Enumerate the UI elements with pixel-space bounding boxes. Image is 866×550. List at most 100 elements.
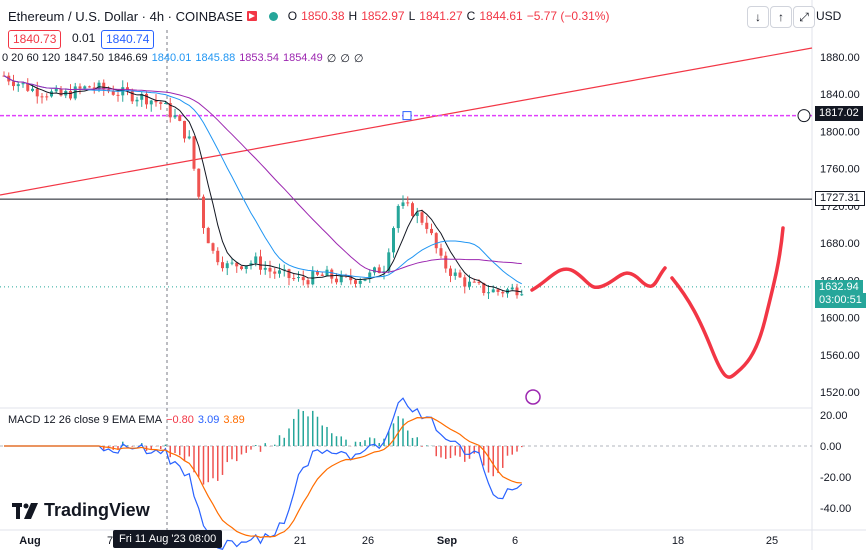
candle-body bbox=[130, 90, 134, 102]
price-tick-label: 1600.00 bbox=[820, 313, 860, 325]
price-tick-label: 1520.00 bbox=[820, 387, 860, 399]
candle-body bbox=[396, 205, 400, 229]
time-tick-label: 6 bbox=[512, 535, 518, 547]
currency-select[interactable]: USD bbox=[816, 6, 860, 26]
time-tick-label: 7 bbox=[107, 535, 113, 547]
ma-value: ∅ bbox=[340, 53, 350, 65]
candle-body bbox=[135, 99, 139, 102]
black-line-price-tag: 1727.31 bbox=[815, 191, 865, 206]
time-tick-label: Sep bbox=[437, 535, 457, 547]
candle-body bbox=[501, 291, 505, 294]
ma-line bbox=[3, 75, 522, 273]
candle-body bbox=[301, 277, 305, 281]
trend-line bbox=[0, 47, 813, 196]
ma-value: 1840.01 bbox=[151, 52, 192, 64]
flag-icon[interactable] bbox=[246, 11, 257, 21]
chart-header: Ethereum / U.S. Dollar · 4h · COINBASE O… bbox=[8, 6, 609, 26]
candle-body bbox=[387, 252, 391, 272]
candle-body bbox=[297, 277, 300, 279]
high-value: 1852.97 bbox=[361, 9, 405, 23]
ma-value: 1847.50 bbox=[64, 52, 104, 64]
price-tick-label: 1880.00 bbox=[820, 52, 860, 64]
candle-body bbox=[102, 82, 106, 90]
candle-body bbox=[468, 281, 471, 287]
candle-body bbox=[78, 86, 82, 89]
macd-signal-value: 3.89 bbox=[223, 414, 245, 426]
macd-hist-value: −0.80 bbox=[166, 414, 194, 426]
candle-body bbox=[520, 294, 524, 296]
candle-body bbox=[21, 83, 25, 85]
candle-body bbox=[97, 82, 101, 89]
change-value: −5.77 (−0.31%) bbox=[526, 9, 610, 23]
candle-body bbox=[411, 203, 414, 216]
candle-body bbox=[278, 270, 281, 274]
time-tick-label: 25 bbox=[766, 535, 778, 547]
candle-body bbox=[69, 90, 72, 99]
candle-body bbox=[330, 269, 334, 279]
ohlc-values: O 1850.38 H 1852.97 L 1841.27 C 1844.61 −5.7… bbox=[287, 9, 610, 23]
candle-body bbox=[221, 262, 224, 269]
bid-price-button[interactable]: 1840.73 bbox=[8, 30, 62, 49]
candle-body bbox=[363, 278, 367, 281]
tradingview-logo-icon bbox=[12, 502, 38, 519]
ask-price-button[interactable]: 1840.74 bbox=[101, 30, 155, 49]
symbol-title[interactable]: Ethereum / U.S. Dollar · 4h · COINBASE bbox=[8, 8, 243, 24]
crosshair-date-label: Fri 11 Aug '23 08:00 bbox=[113, 530, 223, 548]
candle-body bbox=[354, 280, 357, 284]
candle-body bbox=[268, 267, 272, 272]
spread-value: 0.01 bbox=[72, 31, 96, 45]
freehand-projection bbox=[525, 226, 785, 405]
candle-body bbox=[249, 263, 253, 266]
macd-legend[interactable]: MACD 12 26 close 9 EMA EMA −0.80 3.09 3.… bbox=[8, 414, 245, 426]
candle-body bbox=[510, 287, 514, 290]
ma-value: ∅ bbox=[353, 53, 364, 65]
candle-body bbox=[88, 86, 91, 88]
scroll-up-button[interactable]: ↑ bbox=[770, 6, 792, 28]
price-tick-label: 1560.00 bbox=[820, 350, 860, 362]
candle-body bbox=[197, 168, 201, 197]
candle-body bbox=[430, 228, 433, 234]
candle-body bbox=[35, 88, 39, 97]
ma-indicator-label: 0 20 60 120 bbox=[2, 52, 61, 64]
macd-line-value: 3.09 bbox=[197, 414, 220, 426]
candle-body bbox=[31, 88, 34, 91]
last-price-tag: 1632.94 bbox=[815, 280, 863, 295]
candle-body bbox=[406, 202, 410, 204]
price-tick-label: 1800.00 bbox=[820, 126, 860, 138]
candle-body bbox=[145, 93, 148, 105]
line-handle bbox=[402, 111, 412, 121]
candle-body bbox=[392, 228, 395, 253]
candle-body bbox=[230, 262, 234, 264]
tradingview-logo[interactable]: TradingView bbox=[12, 500, 150, 521]
candle-body bbox=[425, 222, 429, 229]
candle-body bbox=[216, 250, 220, 263]
candle-body bbox=[320, 274, 324, 276]
time-tick-label: 26 bbox=[362, 535, 374, 547]
ma-value: 1854.49 bbox=[282, 52, 323, 64]
candle-body bbox=[458, 272, 462, 278]
candle-body bbox=[225, 263, 229, 269]
ma-indicator-legend[interactable]: 0 20 60 120 1847.50 1846.69 1840.01 1845… bbox=[2, 52, 364, 65]
candle-body bbox=[73, 86, 77, 99]
scroll-down-button[interactable]: ↓ bbox=[747, 6, 769, 28]
time-tick-label: Aug bbox=[19, 535, 40, 547]
candle-body bbox=[273, 271, 277, 274]
candle-body bbox=[92, 87, 96, 89]
candle-body bbox=[183, 120, 186, 139]
macd-tick-label: -20.00 bbox=[820, 472, 851, 484]
candle-body bbox=[306, 280, 310, 285]
add-alert-icon bbox=[797, 109, 811, 123]
open-value: 1850.38 bbox=[301, 9, 345, 23]
bar-countdown-tag: 03:00:51 bbox=[815, 293, 866, 308]
fullscreen-button[interactable]: ⤢ bbox=[793, 6, 815, 28]
candle-body bbox=[187, 136, 191, 139]
candle-body bbox=[178, 115, 182, 121]
ma-value: 1846.69 bbox=[107, 52, 148, 64]
candle-body bbox=[244, 265, 248, 270]
moving-averages bbox=[3, 75, 522, 293]
candle-body bbox=[154, 100, 158, 103]
arrow-up-icon: ↑ bbox=[778, 10, 784, 24]
ma-value: 1845.88 bbox=[195, 52, 236, 64]
candle-body bbox=[292, 278, 296, 280]
